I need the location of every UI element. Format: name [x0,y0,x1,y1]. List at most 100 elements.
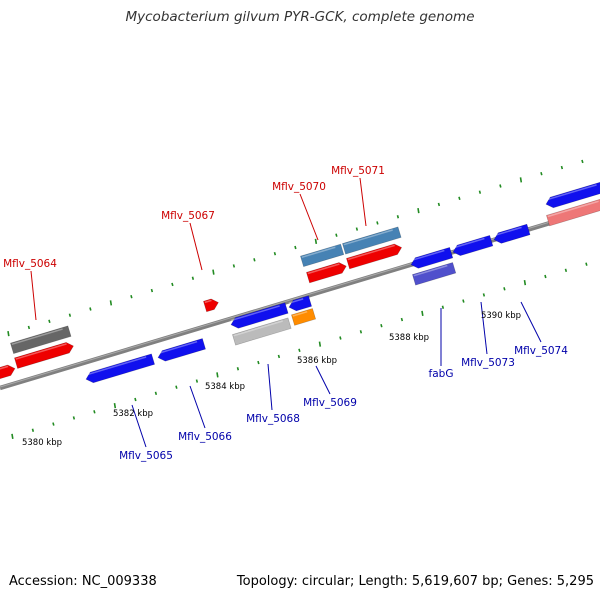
gene-indigo-fabg [412,262,457,286]
upper-tick [130,294,133,299]
upper-tick [68,313,72,317]
gene-shine [347,244,395,261]
lower-tick [154,391,158,396]
gene-blue-fabg [410,246,454,269]
mflv-5067-leader [189,222,203,271]
upper-tick [89,307,92,311]
gene-shine [230,305,280,322]
lower-tick [564,268,568,273]
gene-arrow [157,338,206,362]
scale-label: 5384 kbp [205,382,245,392]
gene-shine [343,229,393,246]
upper-tick [314,238,318,244]
mflv-5073-leader [480,301,488,355]
scale-label: 5388 kbp [389,333,429,343]
gene-shine [11,328,63,345]
gene-red-5071 [346,243,403,270]
upper-tick [109,300,113,306]
upper-tick [417,207,420,214]
mflv-5068-leader [267,363,273,411]
gene-blue-5066 [157,338,206,362]
gene-arrow [410,246,454,269]
gene-shine [204,299,212,304]
lower-tick [544,274,547,279]
upper-tick [171,282,174,287]
lower-tick [277,354,281,359]
upper-tick [376,221,379,225]
mflv-5069-label: Mflv_5069 [303,397,357,409]
upper-tick [191,276,195,280]
lower-tick [400,317,404,322]
gene-arrow [230,302,289,329]
gene-red-5064 [14,342,74,369]
gene-arrow [10,325,72,355]
lower-tick [236,367,240,371]
mflv-5073-label: Mflv_5073 [461,357,515,369]
scale-label: 5380 kbp [22,438,62,448]
upper-tick [27,325,31,330]
scale-label: 5382 kbp [113,409,153,419]
lower-tick [113,403,117,409]
mflv-5065-leader [131,404,147,448]
upper-tick [355,227,359,231]
mflv-5067-label: Mflv_5067 [161,210,215,222]
gene-red-left [0,364,16,382]
mflv-5064-label: Mflv_5064 [3,258,57,270]
scale-label: 5390 kbp [481,311,521,321]
gene-shine [307,263,340,275]
upper-tick [273,251,277,256]
gene-arrow [288,295,313,312]
gene-arrow [291,308,317,326]
gene-blue-5073 [452,234,494,256]
lower-tick [523,280,527,286]
accession-text: Accession: NC_009338 [9,574,157,589]
gene-shine [85,356,147,376]
upper-tick [294,245,297,250]
upper-tick [253,258,256,262]
gene-shine [545,184,597,201]
label-leader-lines [30,177,542,448]
lower-tick-track [11,262,588,440]
upper-tick [48,319,51,324]
upper-tick [499,184,502,188]
map-title: Mycobacterium gilvum PYR-GCK, complete g… [125,9,475,25]
gene-labels: Mflv_5064 Mflv_5067 Mflv_5070 Mflv_5071 Mflv… [3,165,568,462]
gene-gray-dark [10,325,72,355]
upper-tick [232,264,236,268]
lower-tick [482,293,486,297]
lower-tick [359,330,363,334]
lower-tick [257,360,260,365]
lower-tick [298,348,301,353]
lower-tick [216,372,219,378]
gene-shine [301,246,336,258]
gene-arrow [493,223,531,244]
mflv-5074-label: Mflv_5074 [514,345,568,357]
upper-tick [335,233,338,237]
lower-tick [31,428,35,432]
scale-labels: 5380 kbp 5382 kbp 5384 kbp 5386 kbp 5388 kbp… [22,311,521,448]
gene-arrow [452,234,494,256]
upper-tick [581,159,584,164]
upper-tick [540,171,543,176]
gene-arrow [203,298,219,313]
gene-arrow [306,262,347,284]
gene-arrow [346,243,403,270]
gene-arrow [85,353,156,384]
genome-summary-text: Topology: circular; Length: 5,619,607 bp… [236,574,594,589]
lower-tick [421,310,424,317]
mflv-5071-label: Mflv_5071 [331,165,385,177]
gene-red-5070 [306,262,347,284]
lower-tick [93,410,96,414]
gene-shine [292,310,308,317]
upper-tick [7,330,10,337]
scale-label: 5386 kbp [297,356,337,366]
lower-tick [339,336,342,340]
gene-shine [493,226,522,237]
upper-tick [150,288,154,293]
gene-shine [410,249,445,262]
gene-steel-5071 [342,226,402,255]
gene-orange-5069 [291,308,317,326]
gene-arrow [342,226,402,255]
fabg-label: fabG [429,368,454,380]
